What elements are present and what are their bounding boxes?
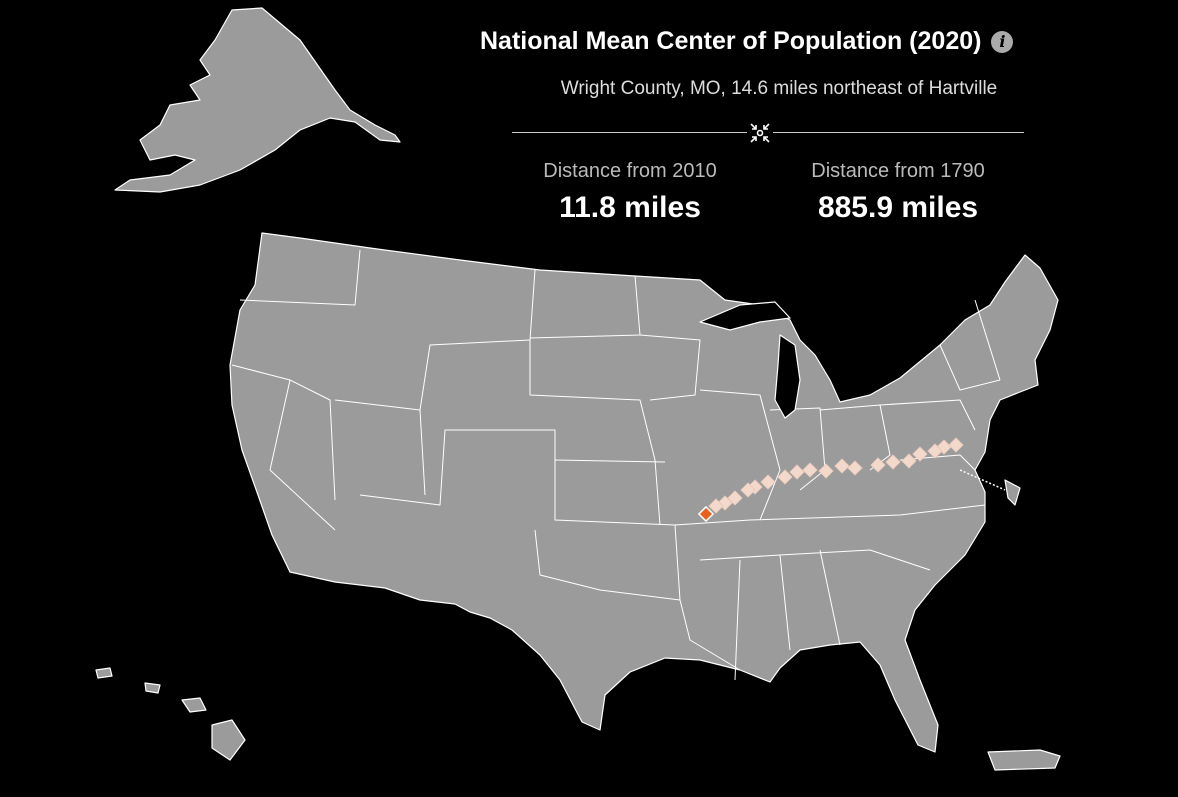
puerto-rico[interactable]: [987, 749, 1061, 771]
dc-connector: [959, 469, 1006, 491]
past-center-marker[interactable]: [847, 460, 863, 476]
dc-inset[interactable]: [1004, 479, 1021, 506]
stat-distance-2010: Distance from 2010 11.8 miles: [500, 160, 760, 225]
past-center-marker[interactable]: [870, 457, 886, 473]
hawaii-oahu[interactable]: [144, 682, 161, 694]
contiguous-us[interactable]: [229, 232, 1059, 753]
center-arrows-icon[interactable]: [747, 120, 773, 146]
lake-superior: [699, 301, 791, 331]
stat-value: 11.8 miles: [559, 191, 701, 224]
past-center-marker[interactable]: [912, 446, 928, 462]
hawaii-maui[interactable]: [181, 697, 207, 713]
center-location: Wright County, MO, 14.6 miles northeast …: [560, 78, 998, 99]
past-center-marker[interactable]: [789, 464, 805, 480]
hawaii-big-island[interactable]: [211, 719, 246, 761]
past-center-marker[interactable]: [777, 469, 793, 485]
past-center-marker[interactable]: [802, 462, 818, 478]
past-center-marker[interactable]: [948, 437, 964, 453]
state-borders: [231, 249, 1001, 681]
past-center-marker[interactable]: [708, 498, 724, 514]
stat-label: Distance from 2010: [543, 160, 717, 182]
hawaii-kauai[interactable]: [95, 667, 113, 679]
past-center-marker[interactable]: [818, 463, 834, 479]
page-title: National Mean Center of Population (2020…: [480, 27, 1014, 56]
info-icon[interactable]: i: [991, 31, 1014, 53]
stat-distance-1790: Distance from 1790 885.9 miles: [768, 160, 1028, 225]
past-center-marker[interactable]: [927, 443, 943, 459]
lake-michigan: [774, 334, 801, 419]
past-center-marker[interactable]: [901, 453, 917, 469]
past-center-marker[interactable]: [740, 482, 756, 498]
past-center-marker[interactable]: [885, 454, 901, 470]
stat-label: Distance from 1790: [811, 160, 985, 182]
past-center-marker[interactable]: [760, 474, 776, 490]
current-center-marker[interactable]: [697, 505, 715, 523]
title-text: National Mean Center of Population (2020…: [480, 27, 982, 55]
stat-value: 885.9 miles: [817, 191, 979, 224]
past-center-marker[interactable]: [727, 490, 743, 506]
past-center-marker[interactable]: [834, 458, 850, 474]
alaska[interactable]: [114, 7, 401, 193]
